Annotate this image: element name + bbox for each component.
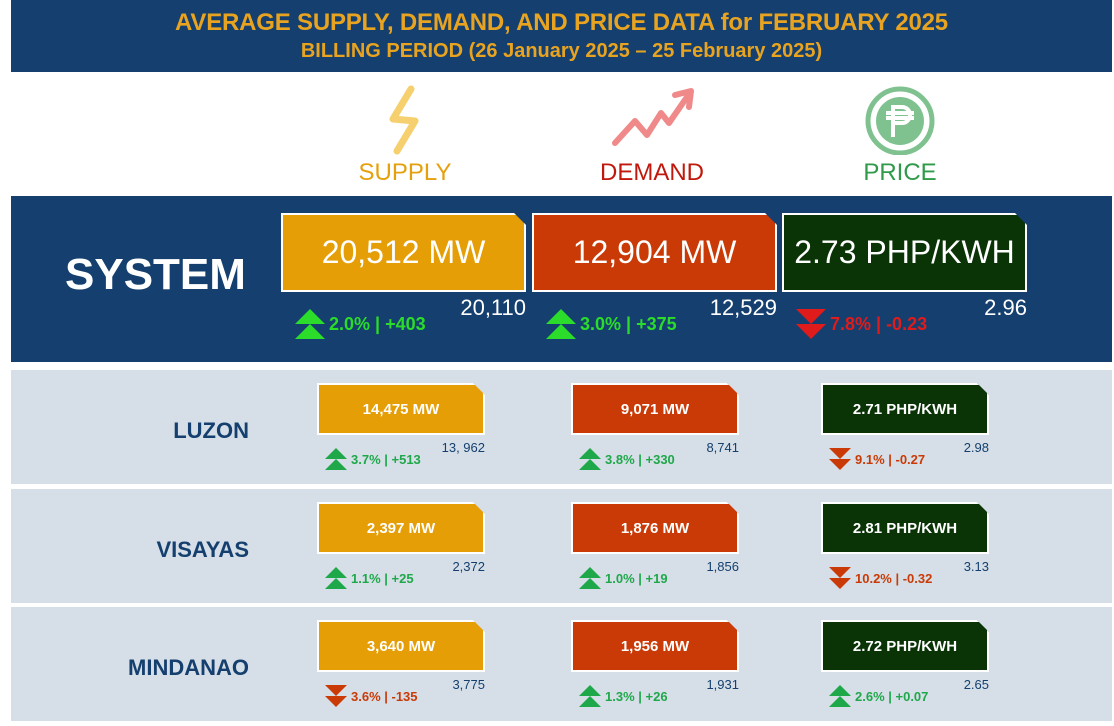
double-arrow-up-icon bbox=[546, 309, 576, 339]
supply-change-text: 2.0% | +403 bbox=[329, 313, 426, 334]
demand-previous-value: 8,741 bbox=[706, 440, 739, 455]
supply-value-card: 2,397 MW bbox=[317, 502, 485, 554]
supply-change-text: 1.1% | +25 bbox=[351, 570, 414, 586]
demand-change-indicator: 3.8% | +330 bbox=[579, 448, 675, 470]
price-change-indicator: 2.6% | +0.07 bbox=[829, 685, 928, 707]
region-name: LUZON bbox=[173, 418, 249, 443]
system-label: SYSTEM bbox=[65, 250, 246, 299]
supply-previous-value: 2,372 bbox=[452, 559, 485, 574]
double-arrow-up-icon bbox=[295, 309, 325, 339]
price-change-indicator: 7.8% | -0.23 bbox=[796, 309, 927, 339]
double-arrow-up-icon bbox=[579, 448, 601, 470]
double-arrow-down-icon bbox=[325, 685, 347, 707]
demand-label: DEMAND bbox=[599, 159, 704, 186]
supply-change-text: 3.6% | -135 bbox=[351, 688, 418, 704]
supply-value-card: 20,512 MW bbox=[281, 213, 526, 292]
category-price: PRICE bbox=[800, 85, 1000, 187]
price-change-indicator: 10.2% | -0.32 bbox=[829, 567, 932, 589]
price-value-card: 2.72 PHP/KWH bbox=[821, 620, 989, 672]
supply-previous-value: 3,775 bbox=[452, 677, 485, 692]
demand-change-indicator: 1.3% | +26 bbox=[579, 685, 668, 707]
price-change-text: 2.6% | +0.07 bbox=[855, 688, 929, 704]
double-arrow-up-icon bbox=[325, 567, 347, 589]
demand-change-indicator: 1.0% | +19 bbox=[579, 567, 668, 589]
category-demand: DEMAND bbox=[552, 85, 752, 187]
price-previous-value: 2.96 bbox=[984, 295, 1027, 320]
price-value-card: 2.81 PHP/KWH bbox=[821, 502, 989, 554]
double-arrow-up-icon bbox=[579, 567, 601, 589]
peso-icon bbox=[865, 86, 935, 155]
supply-change-indicator: 1.1% | +25 bbox=[325, 567, 414, 589]
price-previous-value: 2.65 bbox=[963, 677, 989, 692]
demand-previous-value: 1,931 bbox=[706, 677, 739, 692]
price-change-text: 7.8% | -0.23 bbox=[830, 313, 928, 334]
demand-value-card: 1,876 MW bbox=[571, 502, 739, 554]
double-arrow-up-icon bbox=[325, 448, 347, 470]
lightning-icon bbox=[389, 85, 419, 155]
demand-previous-value: 1,856 bbox=[706, 559, 739, 574]
price-value-card: 2.73 PHP/KWH bbox=[782, 213, 1027, 292]
demand-change-text: 3.8% | +330 bbox=[605, 451, 675, 467]
double-arrow-up-icon bbox=[829, 685, 851, 707]
supply-label: SUPPLY bbox=[358, 159, 452, 186]
demand-change-text: 1.0% | +19 bbox=[605, 570, 668, 586]
price-value-card: 2.71 PHP/KWH bbox=[821, 383, 989, 435]
double-arrow-down-icon bbox=[829, 448, 851, 470]
demand-value-card: 1,956 MW bbox=[571, 620, 739, 672]
billing-period: BILLING PERIOD (26 January 2025 – 25 Feb… bbox=[300, 40, 823, 62]
double-arrow-down-icon bbox=[796, 309, 826, 339]
price-label: PRICE bbox=[863, 159, 937, 186]
demand-value-card: 12,904 MW bbox=[532, 213, 777, 292]
region-name: MINDANAO bbox=[128, 655, 249, 680]
demand-change-indicator: 3.0% | +375 bbox=[546, 309, 677, 339]
demand-change-text: 1.3% | +26 bbox=[605, 688, 668, 704]
price-previous-value: 3.13 bbox=[963, 559, 989, 574]
price-change-text: 10.2% | -0.32 bbox=[855, 570, 933, 586]
supply-change-text: 3.7% | +513 bbox=[351, 451, 421, 467]
supply-change-indicator: 2.0% | +403 bbox=[295, 309, 426, 339]
supply-change-indicator: 3.6% | -135 bbox=[325, 685, 418, 707]
double-arrow-up-icon bbox=[579, 685, 601, 707]
supply-value-card: 3,640 MW bbox=[317, 620, 485, 672]
price-change-text: 9.1% | -0.27 bbox=[855, 451, 926, 467]
region-name: VISAYAS bbox=[156, 537, 249, 562]
header-banner: AVERAGE SUPPLY, DEMAND, AND PRICE DATA f… bbox=[11, 0, 1112, 72]
demand-change-text: 3.0% | +375 bbox=[580, 313, 677, 334]
supply-previous-value: 13, 962 bbox=[441, 440, 485, 455]
double-arrow-down-icon bbox=[829, 567, 851, 589]
page-title: AVERAGE SUPPLY, DEMAND, AND PRICE DATA f… bbox=[175, 9, 948, 36]
price-change-indicator: 9.1% | -0.27 bbox=[829, 448, 925, 470]
trend-up-icon bbox=[612, 88, 694, 146]
demand-value-card: 9,071 MW bbox=[571, 383, 739, 435]
demand-previous-value: 12,529 bbox=[709, 295, 777, 320]
category-supply: SUPPLY bbox=[305, 85, 505, 187]
price-previous-value: 2.98 bbox=[963, 440, 989, 455]
supply-value-card: 14,475 MW bbox=[317, 383, 485, 435]
supply-previous-value: 20,110 bbox=[460, 295, 526, 320]
supply-change-indicator: 3.7% | +513 bbox=[325, 448, 421, 470]
